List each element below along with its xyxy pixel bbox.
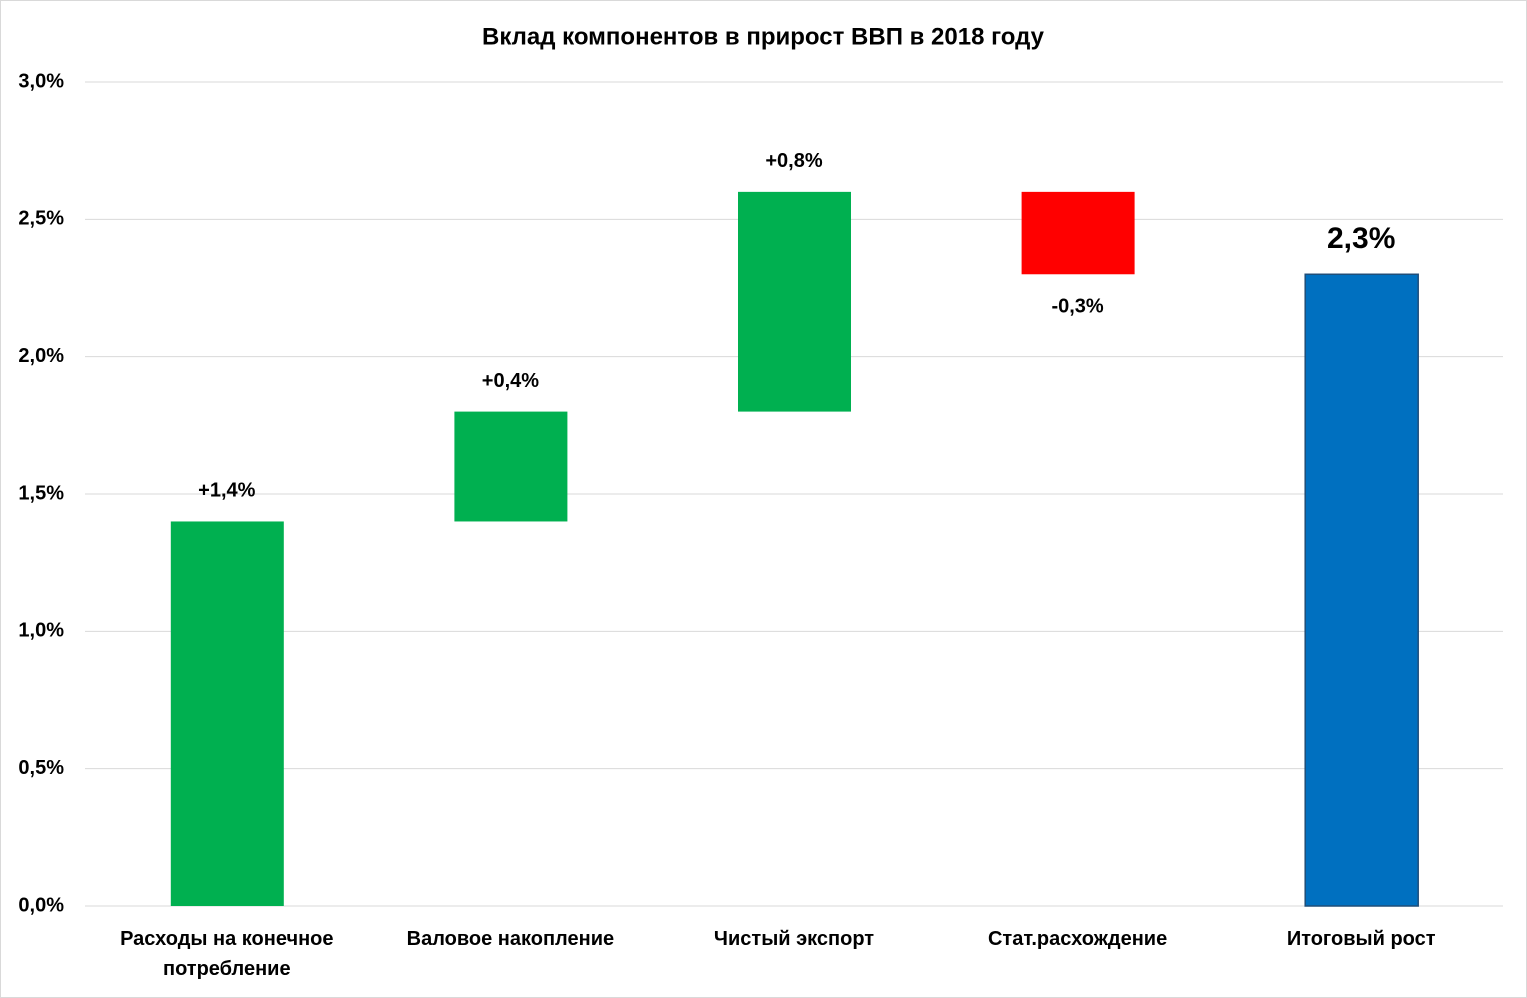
y-tick-label: 0,0% [18, 894, 64, 916]
y-tick-label: 2,5% [18, 208, 64, 230]
x-tick-label: Чистый экспорт [713, 928, 875, 950]
y-tick-label: 1,5% [18, 482, 64, 504]
value-label: 2,3% [1327, 222, 1395, 255]
chart-title: Вклад компонентов в прирост ВВП в 2018 г… [482, 23, 1045, 50]
bar [170, 521, 284, 906]
value-label: -0,3% [1051, 296, 1103, 318]
x-tick-label: Расходы на конечное потребление [120, 928, 334, 980]
y-tick-label: 2,0% [18, 345, 64, 367]
bar [1304, 273, 1419, 907]
y-tick-label: 1,0% [18, 620, 64, 642]
bar [738, 191, 851, 412]
value-label: +0,4% [482, 370, 539, 392]
value-label: +1,4% [198, 480, 255, 502]
y-tick-label: 0,5% [18, 757, 64, 779]
x-tick-label: Валовое накопление [406, 928, 615, 950]
y-tick-label: 3,0% [18, 70, 64, 92]
value-label: +0,8% [765, 150, 822, 172]
x-tick-label: Итоговый рост [1286, 928, 1436, 950]
bar [1021, 191, 1135, 275]
x-tick-label: Стат.расхождение [987, 928, 1168, 950]
bar [454, 411, 568, 522]
